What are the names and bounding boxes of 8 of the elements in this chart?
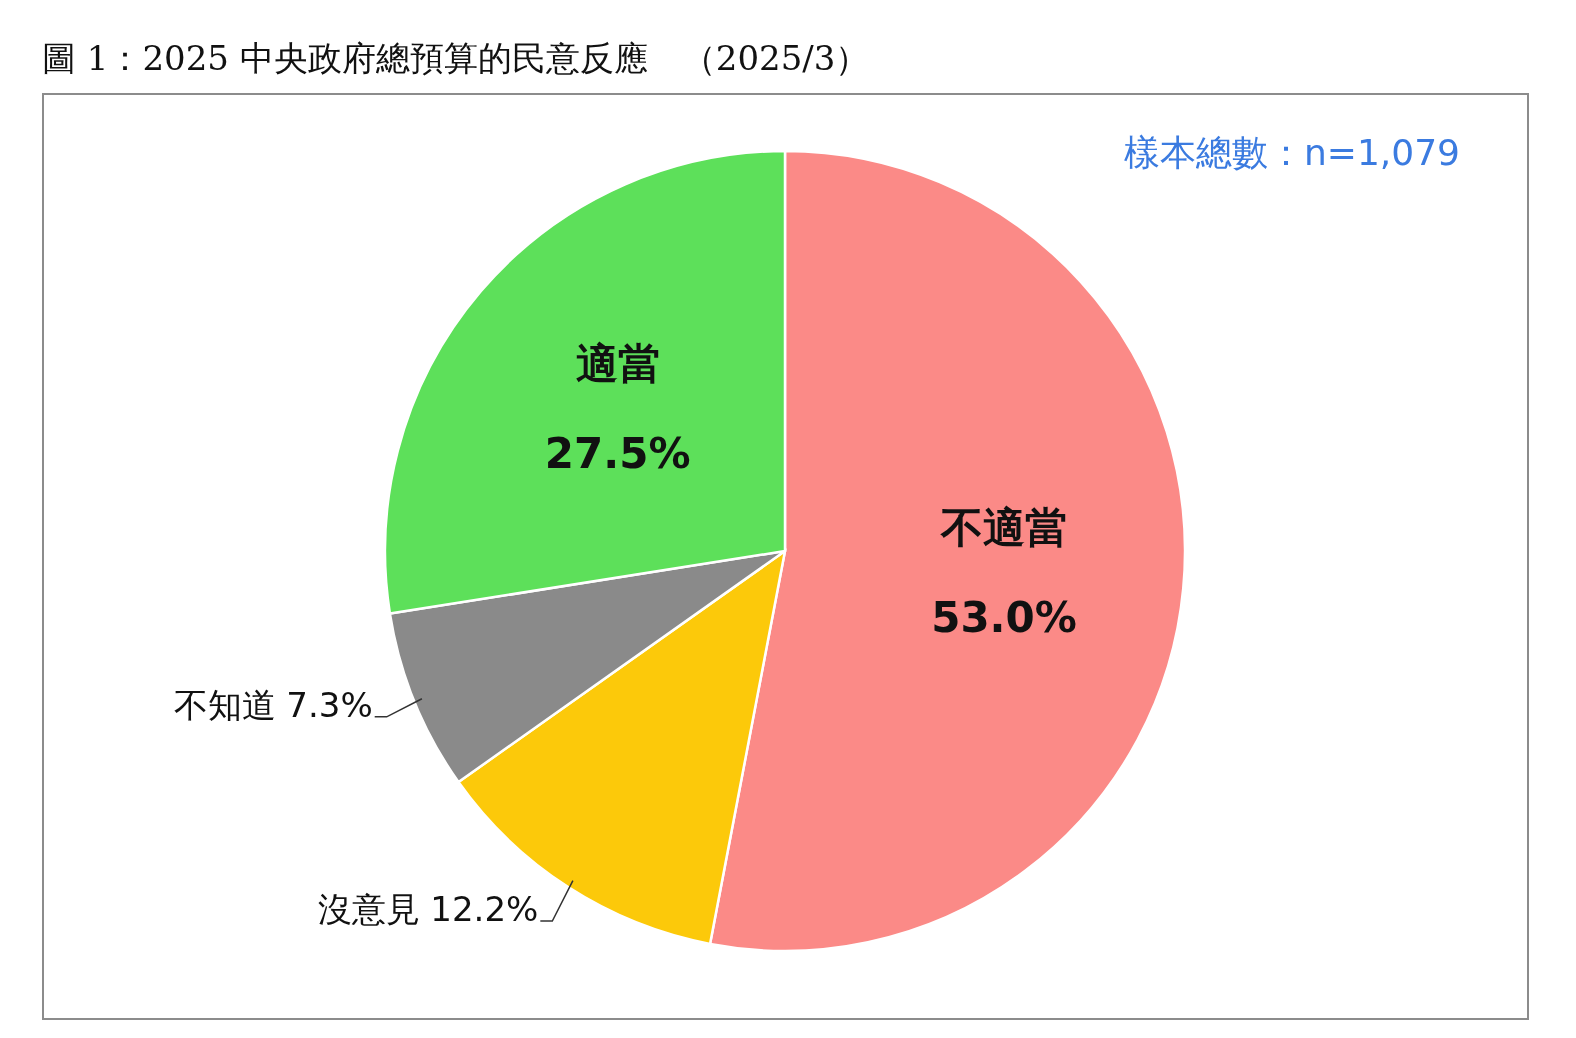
chart-title: 圖 1：2025 中央政府總預算的民意反應 （2025/3） bbox=[42, 38, 870, 78]
data-label: 53.0% bbox=[931, 592, 1077, 642]
text: 樣本總數：n=1,079 bbox=[1123, 132, 1460, 173]
data-label: 27.5% bbox=[544, 429, 691, 479]
slice-label: 不適當 bbox=[940, 502, 1068, 552]
slice-label: 適當 bbox=[575, 339, 660, 389]
slice-label: 不知道 7.3% bbox=[173, 684, 373, 725]
slice-label: 沒意見 12.2% bbox=[317, 889, 539, 930]
